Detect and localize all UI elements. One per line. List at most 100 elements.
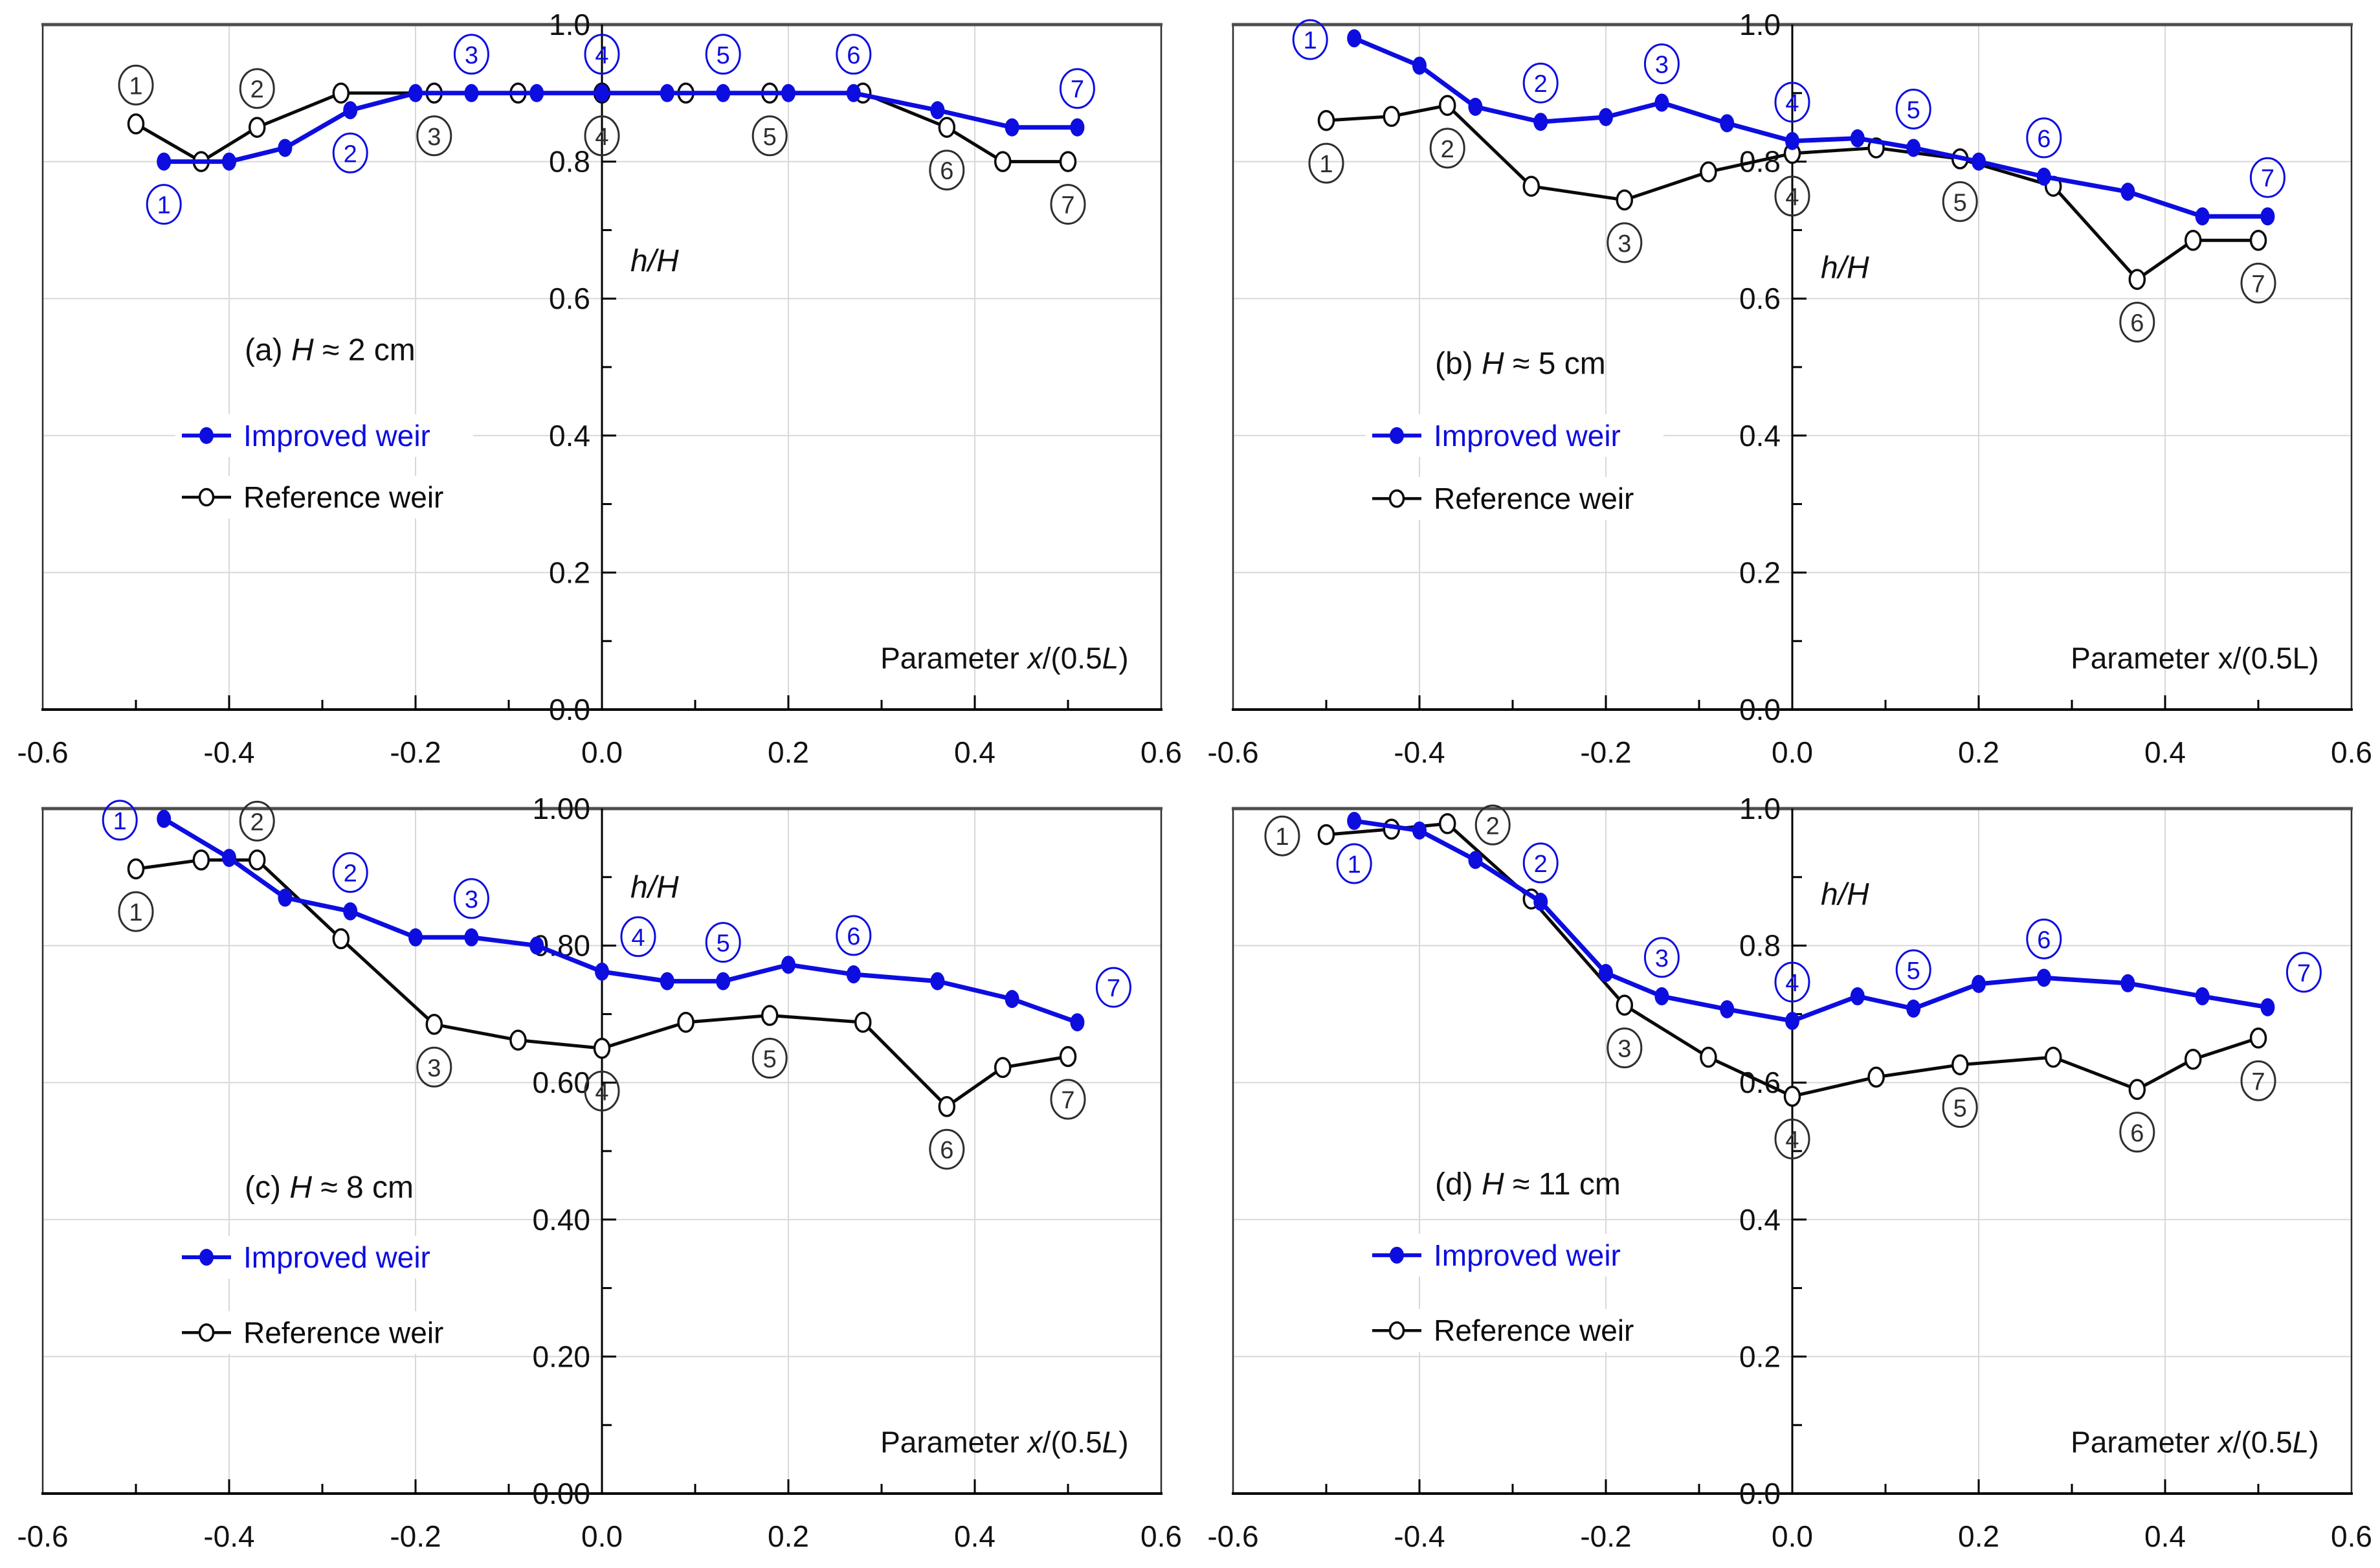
data-point-marker [1599,107,1613,126]
data-point-marker [2128,269,2146,290]
circled-number-4 [584,34,620,75]
svg-text:6: 6 [847,923,860,950]
data-point-marker [2195,207,2210,226]
reference-weir-legend-label: Reference weir [243,1316,443,1349]
svg-text:-0.4: -0.4 [1394,735,1445,769]
svg-text:1: 1 [113,808,127,835]
y-axis-label: h/H [1821,251,1869,286]
circled-number-2 [1474,804,1511,846]
svg-text:4: 4 [631,924,645,952]
svg-text:7: 7 [1071,76,1084,104]
data-point-marker [994,1057,1012,1079]
circled-number-4 [1774,1118,1810,1159]
data-point-marker [1533,892,1548,911]
circled-number-5 [1942,1087,1978,1128]
data-point-marker [1059,151,1077,172]
svg-text:0.4: 0.4 [2144,1519,2186,1553]
svg-text:-0.2: -0.2 [390,1519,441,1553]
data-point-marker [2036,969,2051,987]
data-point-marker [2036,167,2051,186]
data-point-marker [1850,129,1865,148]
data-point-marker [1317,823,1335,846]
data-point-marker [1616,189,1634,211]
svg-text:0.0: 0.0 [1739,693,1781,726]
svg-text:3: 3 [1655,945,1669,972]
data-point-marker [1654,987,1669,1005]
data-point-marker [157,152,172,171]
svg-text:7: 7 [1061,1087,1074,1114]
svg-text:0.2: 0.2 [1739,555,1781,589]
data-point-marker [1720,114,1735,133]
svg-text:0.6: 0.6 [1739,282,1781,315]
improved-weir-legend-label: Improved weir [243,1240,430,1274]
circled-number-5 [705,922,741,963]
data-point-marker [2195,987,2210,1005]
improved-weir-series [157,84,1085,171]
svg-text:1.00: 1.00 [532,792,590,825]
svg-text:0.2: 0.2 [1958,1519,1999,1553]
svg-text:3: 3 [1655,52,1669,79]
data-point-marker [1347,29,1362,48]
panel-a-H2cm-chart: 0.0 0.2 0.4 0.6 0.8 1.0 -0.6 -0.4 -0.2 0.0 0.2 0.4 0… [0,0,1190,784]
legend: Improved weir Reference weir [1366,1233,1663,1352]
circled-number-5 [1895,88,1931,129]
svg-text:6: 6 [2130,1120,2144,1147]
svg-text:0.40: 0.40 [532,1203,590,1237]
svg-text:7: 7 [2251,1068,2265,1095]
circled-number-6 [836,34,872,75]
panel-d-H11cm-chart: 0.0 0.2 0.4 0.6 0.8 1.0 -0.6 -0.4 -0.2 0.0 0.2 0.4 0… [1190,784,2380,1568]
data-point-marker [846,84,861,102]
svg-text:0.0: 0.0 [549,693,590,726]
data-point-marker [157,809,172,828]
svg-text:1: 1 [129,899,142,926]
circled-number-1 [1336,843,1372,884]
data-point-marker [278,888,293,907]
improved-weir-legend-marker [199,427,214,444]
data-point-marker [1867,1066,1885,1088]
svg-text:2: 2 [1486,812,1500,840]
svg-text:5: 5 [763,124,777,151]
data-point-marker [660,972,674,991]
data-point-marker [1783,1086,1801,1107]
svg-text:-0.6: -0.6 [1207,735,1258,769]
svg-text:7: 7 [2261,165,2274,192]
svg-text:5: 5 [763,1046,777,1073]
svg-text:5: 5 [717,42,730,69]
improved-weir-legend-marker [1390,427,1404,444]
circled-number-1 [118,64,154,106]
data-point-marker [529,936,544,955]
data-point-marker [1070,118,1085,137]
data-point-marker [761,1005,779,1026]
svg-text:-0.6: -0.6 [17,735,68,769]
circled-number-5 [1942,181,1978,222]
circled-number-5 [1895,949,1931,991]
circled-number-6 [2119,302,2155,343]
circled-number-2 [1522,842,1559,884]
svg-text:5: 5 [1907,96,1920,124]
panel-b-H5cm-chart: 0.0 0.2 0.4 0.6 0.8 1.0 -0.6 -0.4 -0.2 0.0 0.2 0.4 0… [1190,0,2380,784]
svg-text:0.8: 0.8 [549,145,590,179]
data-point-marker [408,84,423,102]
improved-weir-series [1347,812,2275,1030]
circled-number-7 [1059,68,1095,109]
x-axis-label: Parameter x/(0.5L) [2071,1426,2319,1459]
data-point-marker [1347,812,1362,831]
improved-weir-series [1347,29,2275,226]
circled-number-2 [332,852,368,893]
improved-weir-point-labels: 1 2 3 4 5 6 7 [146,34,1095,225]
circled-number-6 [2026,918,2062,959]
svg-text:0.4: 0.4 [954,1519,995,1553]
svg-text:2: 2 [1441,136,1454,163]
svg-text:0.20: 0.20 [532,1339,590,1373]
svg-text:5: 5 [717,930,730,958]
svg-text:0.6: 0.6 [2331,1519,2372,1553]
data-point-marker [248,117,266,138]
data-point-marker [2184,230,2202,251]
data-point-marker [192,849,210,871]
svg-text:7: 7 [2297,960,2311,987]
circled-number-5 [751,1038,788,1079]
svg-text:0.0: 0.0 [1772,735,1813,769]
x-axis-label: Parameter x/(0.5L) [880,1426,1129,1459]
svg-text:3: 3 [465,886,478,913]
circled-number-3 [1643,937,1680,978]
